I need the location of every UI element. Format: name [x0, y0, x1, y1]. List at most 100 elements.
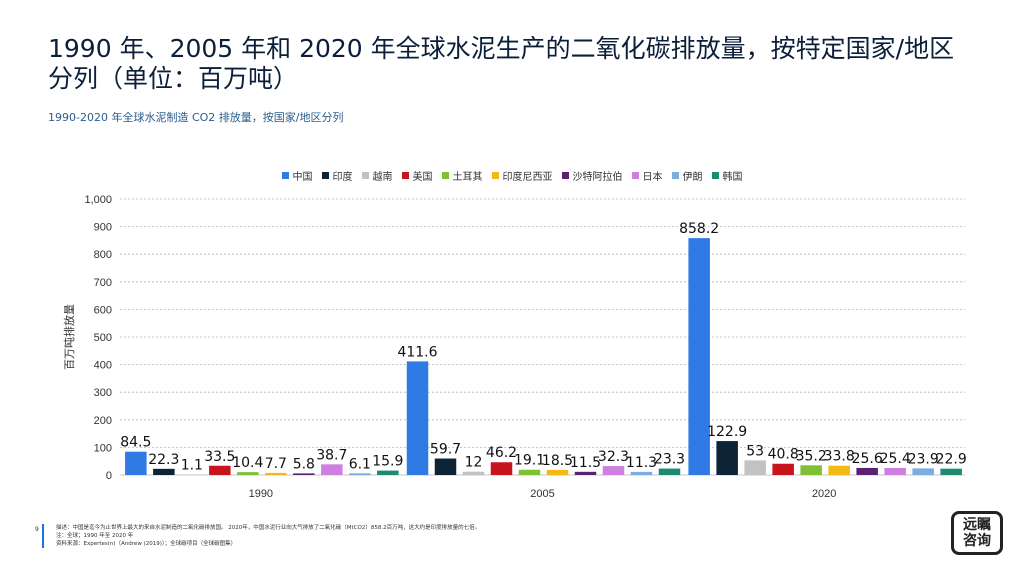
- footer-source: 资料来源：Expertes(n)（Andrew (2019)）；全球碳项目（全球…: [56, 541, 237, 547]
- bar: [800, 465, 822, 475]
- bar: [321, 464, 343, 475]
- data-label: 15.9: [372, 454, 403, 470]
- legend-label: 美国: [412, 172, 433, 183]
- legend-swatch: [631, 172, 639, 179]
- legend-item: 中国: [281, 168, 313, 183]
- legend-item: 沙特阿拉伯: [561, 168, 623, 183]
- legend-item: 越南: [361, 168, 393, 183]
- page-title: 1990 年、2005 年和 2020 年全球水泥生产的二氧化碳排放量，按特定国…: [48, 34, 955, 93]
- data-label: 53: [746, 443, 764, 459]
- data-label: 25.6: [852, 451, 883, 467]
- bar: [688, 238, 710, 475]
- bar: [490, 462, 513, 475]
- logo-text-line1: 远瞩: [963, 517, 991, 533]
- bar: [630, 471, 653, 475]
- x-tick-label: 1990: [249, 488, 273, 500]
- bar: [237, 472, 259, 475]
- bar: [181, 474, 203, 476]
- legend-label: 印度: [332, 172, 353, 183]
- data-label: 22.3: [148, 452, 179, 468]
- data-label: 7.7: [265, 456, 287, 472]
- y-tick-label: 0: [106, 470, 112, 482]
- data-label: 40.8: [768, 447, 799, 463]
- bar: [744, 460, 766, 475]
- y-tick-label: 600: [94, 304, 112, 316]
- legend-label: 土耳其: [452, 172, 483, 183]
- data-label: 5.8: [293, 456, 315, 472]
- y-tick-label: 400: [94, 360, 112, 372]
- data-label: 33.5: [204, 449, 235, 465]
- data-label: 19.1: [514, 453, 545, 469]
- data-label: 46.2: [486, 445, 517, 461]
- legend-item: 伊朗: [671, 168, 703, 183]
- bar: [406, 361, 429, 475]
- y-tick-label: 200: [94, 415, 112, 427]
- bar: [574, 471, 597, 475]
- legend-swatch: [281, 172, 289, 179]
- bar: [602, 466, 625, 475]
- legend-label: 越南: [372, 172, 393, 183]
- bar: [658, 468, 681, 475]
- y-tick-label: 800: [94, 249, 112, 261]
- y-tick-label: 700: [94, 277, 112, 289]
- legend-label: 韩国: [722, 172, 743, 183]
- page-subtitle: 1990-2020 年全球水泥制造 CO2 排放量，按国家/地区分列: [48, 111, 344, 124]
- bar: [856, 467, 878, 475]
- data-label: 12: [465, 455, 483, 471]
- chart-legend: 中国 印度 越南 美国 土耳其 印度尼西亚 沙特阿拉伯 日本 伊朗 韩国: [0, 168, 1024, 183]
- footer-note: 注：全球；1990 年至 2020 年: [56, 533, 134, 539]
- x-tick-label: 2005: [530, 488, 554, 500]
- data-label: 122.9: [707, 424, 747, 440]
- y-axis-label: 百万吨排放量: [62, 304, 76, 370]
- data-label: 10.4: [232, 455, 263, 471]
- data-label: 23.9: [908, 451, 939, 467]
- legend-swatch: [361, 172, 369, 179]
- y-tick-label: 500: [94, 332, 112, 344]
- data-label: 22.9: [936, 452, 967, 468]
- bar: [293, 473, 315, 475]
- legend-item: 印度: [321, 168, 353, 183]
- legend-swatch: [671, 172, 679, 179]
- legend-label: 中国: [292, 172, 313, 183]
- legend-item: 土耳其: [441, 168, 483, 183]
- data-label: 38.7: [316, 447, 347, 463]
- legend-swatch: [711, 172, 719, 179]
- data-label: 23.3: [654, 452, 685, 468]
- bar: [265, 472, 287, 475]
- company-logo: 远瞩 咨询: [946, 506, 1010, 562]
- bar: [546, 469, 569, 475]
- bar: [209, 465, 231, 475]
- bar: [912, 468, 934, 475]
- bar: [716, 441, 738, 475]
- legend-label: 伊朗: [682, 172, 703, 183]
- bar: [828, 465, 850, 475]
- legend-swatch: [561, 172, 569, 179]
- bar: [518, 469, 541, 475]
- bar-chart: 0 100 200 300 400 500 600 700 800 900 1,000 百万吨排放量 8…: [62, 194, 967, 500]
- data-label: 18.5: [542, 453, 573, 469]
- bar: [884, 467, 906, 475]
- data-label: 11.3: [626, 455, 657, 471]
- page-number: 9: [35, 526, 39, 533]
- y-tick-label: 900: [94, 222, 112, 234]
- legend-label: 印度尼西亚: [502, 172, 553, 183]
- data-label: 1.1: [181, 458, 203, 474]
- data-label: 33.8: [824, 449, 855, 465]
- legend-item: 美国: [401, 168, 433, 183]
- data-label: 25.4: [880, 451, 911, 467]
- data-label: 59.7: [430, 442, 461, 458]
- data-label: 35.2: [796, 448, 827, 464]
- data-label: 32.3: [598, 449, 629, 465]
- data-label: 6.1: [349, 456, 371, 472]
- data-label: 411.6: [397, 344, 437, 360]
- legend-swatch: [441, 172, 449, 179]
- bar: [462, 471, 485, 475]
- y-tick-label: 300: [94, 387, 112, 399]
- logo-text-line2: 咨询: [963, 533, 991, 549]
- y-tick-label: 1,000: [84, 194, 112, 206]
- bar: [772, 463, 794, 475]
- legend-label: 沙特阿拉伯: [572, 172, 623, 183]
- legend-item: 印度尼西亚: [491, 168, 553, 183]
- bar: [349, 473, 371, 475]
- x-tick-label: 2020: [812, 488, 836, 500]
